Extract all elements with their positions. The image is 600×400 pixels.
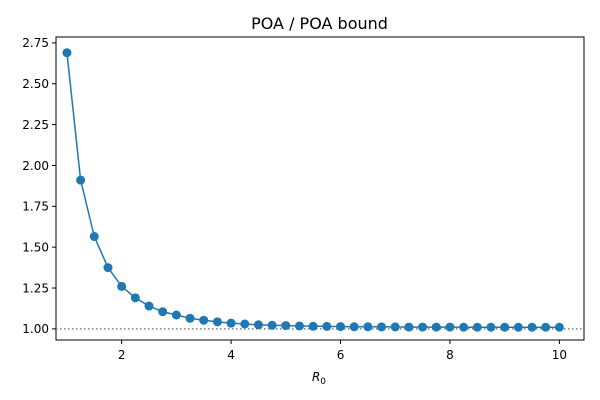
y-tick-label: 2.00 <box>22 159 49 173</box>
data-point <box>294 321 304 331</box>
data-point <box>158 307 168 317</box>
data-point <box>500 322 510 332</box>
data-point <box>171 310 181 320</box>
x-tick-label: 10 <box>552 348 567 362</box>
x-axis-label-main: R <box>312 370 320 384</box>
x-axis-label-subscript: 0 <box>320 377 326 387</box>
data-point <box>377 322 387 332</box>
data-point <box>212 317 222 327</box>
data-point <box>308 321 318 331</box>
data-point <box>363 322 373 332</box>
data-point <box>267 320 277 330</box>
data-point <box>62 48 72 58</box>
data-point <box>281 321 291 331</box>
data-point <box>445 322 455 332</box>
plot-area-frame <box>55 36 585 341</box>
data-point <box>527 322 537 332</box>
data-point <box>418 322 428 332</box>
data-point <box>226 318 236 328</box>
data-point <box>349 322 359 332</box>
series-points <box>62 48 564 332</box>
y-tick-label: 2.50 <box>22 77 49 91</box>
y-tick-label: 2.75 <box>22 36 49 50</box>
data-point <box>76 175 86 185</box>
y-tick-label: 2.25 <box>22 118 49 132</box>
series-line <box>66 52 560 329</box>
data-point <box>144 301 154 311</box>
data-point <box>253 320 263 330</box>
data-point <box>513 322 523 332</box>
data-point <box>199 315 209 325</box>
data-point <box>130 293 140 303</box>
data-point <box>486 322 496 332</box>
data-point <box>541 322 551 332</box>
data-point <box>117 281 127 291</box>
data-point <box>431 322 441 332</box>
x-tick-label: 6 <box>337 348 345 362</box>
chart-title: POA / POA bound <box>251 14 388 33</box>
data-point <box>404 322 414 332</box>
y-tick-label: 1.25 <box>22 281 49 295</box>
data-point <box>89 232 99 242</box>
data-point <box>185 313 195 323</box>
x-tick-label: 4 <box>227 348 235 362</box>
data-point <box>103 263 113 273</box>
x-axis-ticks: 2 4 6 8 10 <box>118 340 567 362</box>
data-point <box>322 321 332 331</box>
x-tick-label: 2 <box>118 348 126 362</box>
data-point <box>336 322 346 332</box>
y-tick-label: 1.75 <box>22 200 49 214</box>
y-tick-label: 1.50 <box>22 240 49 254</box>
y-tick-label: 1.00 <box>22 322 49 336</box>
data-point <box>472 322 482 332</box>
data-point <box>554 322 564 332</box>
data-point <box>390 322 400 332</box>
data-point <box>459 322 469 332</box>
y-axis-ticks: 1.00 1.25 1.50 1.75 2.00 2.25 2.50 2.75 <box>22 36 56 336</box>
data-point <box>240 319 250 329</box>
x-axis-label: R0 <box>312 370 326 387</box>
x-tick-label: 8 <box>446 348 454 362</box>
